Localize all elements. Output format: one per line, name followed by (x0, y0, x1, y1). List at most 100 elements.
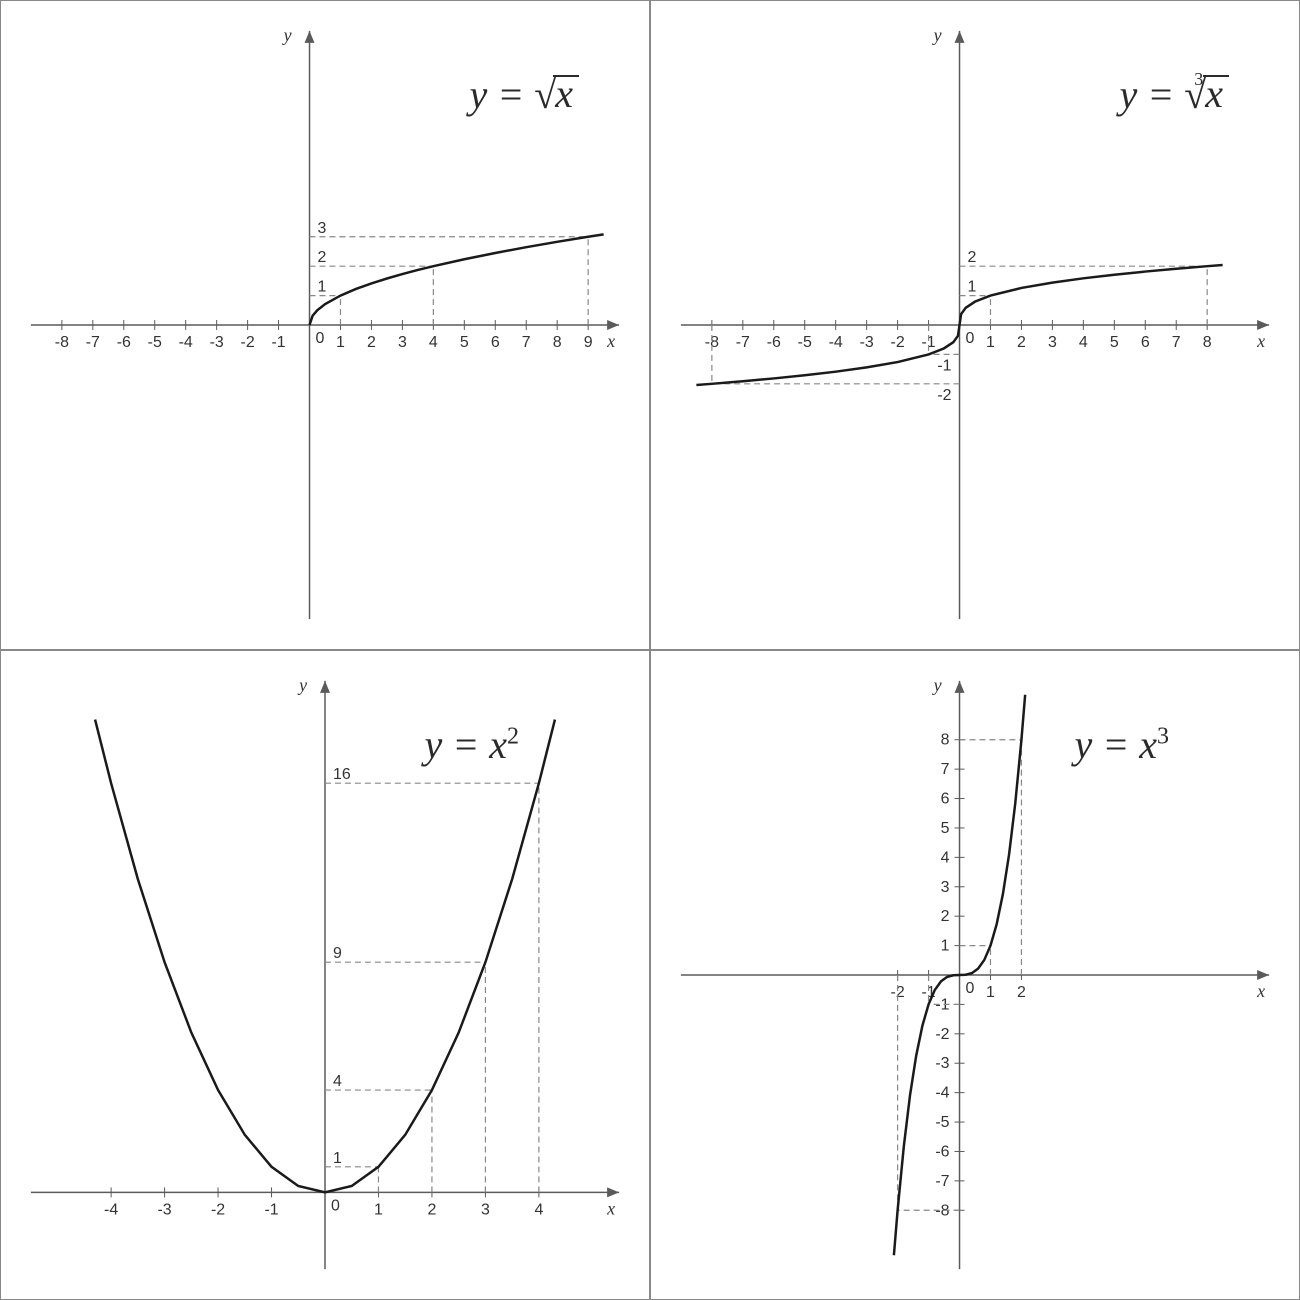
svg-text:-8: -8 (55, 334, 69, 351)
svg-text:4: 4 (333, 1073, 342, 1090)
svg-text:1: 1 (986, 334, 995, 351)
svg-text:4: 4 (941, 849, 950, 866)
svg-text:1: 1 (333, 1150, 342, 1167)
chart-grid: y x 0 -8 -7 -6 -5 -4 -3 -2 -1 1 2 3 4 5 6 7 8 9 1 2 3 y = √x y… (0, 0, 1300, 1300)
svg-text:2: 2 (941, 908, 950, 925)
svg-text:0: 0 (966, 980, 975, 997)
formula-y: y (1074, 722, 1092, 767)
formula-x2: y = x2 (424, 721, 519, 768)
svg-text:0: 0 (966, 330, 975, 347)
formula-base: x (1139, 722, 1157, 767)
formula-eq: = (1092, 722, 1139, 767)
svg-text:y: y (282, 25, 292, 45)
svg-text:1: 1 (941, 938, 950, 955)
svg-text:y: y (932, 675, 942, 695)
svg-text:-3: -3 (210, 334, 224, 351)
svg-text:-4: -4 (104, 1201, 118, 1218)
svg-text:3: 3 (481, 1201, 490, 1218)
svg-text:-2: -2 (935, 1026, 949, 1043)
formula-exp: 2 (507, 724, 519, 750)
svg-text:-2: -2 (211, 1201, 225, 1218)
svg-text:7: 7 (941, 761, 950, 778)
svg-text:-3: -3 (158, 1201, 172, 1218)
panel-x2: yx0-4-3-2-1123414916 y = x2 (0, 650, 650, 1300)
svg-text:1: 1 (986, 984, 995, 1001)
svg-text:8: 8 (941, 732, 950, 749)
radicand: x (553, 75, 579, 111)
svg-text:6: 6 (941, 791, 950, 808)
svg-text:0: 0 (331, 1197, 340, 1214)
svg-text:x: x (606, 1198, 615, 1218)
svg-text:-6: -6 (767, 334, 781, 351)
root-index: 3 (1194, 69, 1203, 90)
svg-text:3: 3 (317, 220, 326, 237)
formula-x3: y = x3 (1074, 721, 1169, 768)
svg-text:5: 5 (1110, 334, 1119, 351)
svg-text:2: 2 (367, 334, 376, 351)
svg-text:4: 4 (429, 334, 438, 351)
formula-eq: = (442, 722, 489, 767)
formula-eq: = (487, 72, 534, 117)
svg-text:x: x (1256, 331, 1265, 351)
chart-svg-x2: y x 0 -4 -3 -2 -1 1 2 3 4 1 4 9 16 (1, 651, 649, 1299)
svg-text:-2: -2 (937, 387, 951, 404)
svg-text:9: 9 (333, 945, 342, 962)
svg-text:16: 16 (333, 766, 351, 783)
svg-text:5: 5 (941, 820, 950, 837)
svg-text:-5: -5 (798, 334, 812, 351)
svg-text:1: 1 (967, 279, 976, 296)
svg-text:-7: -7 (736, 334, 750, 351)
formula-y: y (470, 72, 488, 117)
svg-text:y: y (297, 675, 307, 695)
svg-text:1: 1 (336, 334, 345, 351)
formula-y: y (424, 722, 442, 767)
svg-text:y: y (932, 25, 942, 45)
svg-text:2: 2 (1017, 984, 1026, 1001)
formula-exp: 3 (1157, 724, 1169, 750)
svg-text:9: 9 (584, 334, 593, 351)
svg-text:0: 0 (316, 330, 325, 347)
svg-text:8: 8 (1203, 334, 1212, 351)
svg-text:4: 4 (1079, 334, 1088, 351)
svg-text:2: 2 (967, 249, 976, 266)
svg-text:2: 2 (317, 249, 326, 266)
svg-text:-1: -1 (937, 357, 951, 374)
svg-text:-5: -5 (935, 1114, 949, 1131)
svg-text:-2: -2 (891, 334, 905, 351)
svg-text:-2: -2 (241, 334, 255, 351)
svg-text:7: 7 (1172, 334, 1181, 351)
svg-text:-1: -1 (264, 1201, 278, 1218)
panel-x3: yx0-2-112-8-7-6-5-4-3-2-112345678 y = x3 (650, 650, 1300, 1300)
svg-text:3: 3 (398, 334, 407, 351)
svg-text:-6: -6 (117, 334, 131, 351)
formula-sqrt: y = √x (470, 71, 579, 118)
svg-text:-1: -1 (271, 334, 285, 351)
svg-text:1: 1 (374, 1201, 383, 1218)
svg-text:7: 7 (522, 334, 531, 351)
radicand: x (1203, 75, 1229, 111)
svg-text:-4: -4 (935, 1085, 949, 1102)
svg-text:-3: -3 (935, 1055, 949, 1072)
svg-text:2: 2 (1017, 334, 1026, 351)
svg-text:6: 6 (1141, 334, 1150, 351)
svg-text:3: 3 (941, 879, 950, 896)
svg-text:x: x (606, 331, 615, 351)
chart-svg-x3: yx0-2-112-8-7-6-5-4-3-2-112345678 (651, 651, 1299, 1299)
svg-text:1: 1 (317, 279, 326, 296)
svg-text:6: 6 (491, 334, 500, 351)
svg-text:-7: -7 (86, 334, 100, 351)
svg-text:8: 8 (553, 334, 562, 351)
cbrt-symbol: 3√x (1184, 75, 1229, 115)
panel-cbrt: yx0-8-7-6-5-4-3-2-11234567812-1-2 y = 3√… (650, 0, 1300, 650)
svg-text:2: 2 (428, 1201, 437, 1218)
svg-text:-4: -4 (179, 334, 193, 351)
svg-text:5: 5 (460, 334, 469, 351)
sqrt-symbol: √x (534, 75, 579, 115)
svg-text:-3: -3 (860, 334, 874, 351)
svg-text:-6: -6 (935, 1143, 949, 1160)
svg-text:-7: -7 (935, 1173, 949, 1190)
formula-y: y (1120, 72, 1138, 117)
formula-cbrt: y = 3√x (1120, 71, 1229, 118)
formula-base: x (489, 722, 507, 767)
svg-text:4: 4 (534, 1201, 543, 1218)
